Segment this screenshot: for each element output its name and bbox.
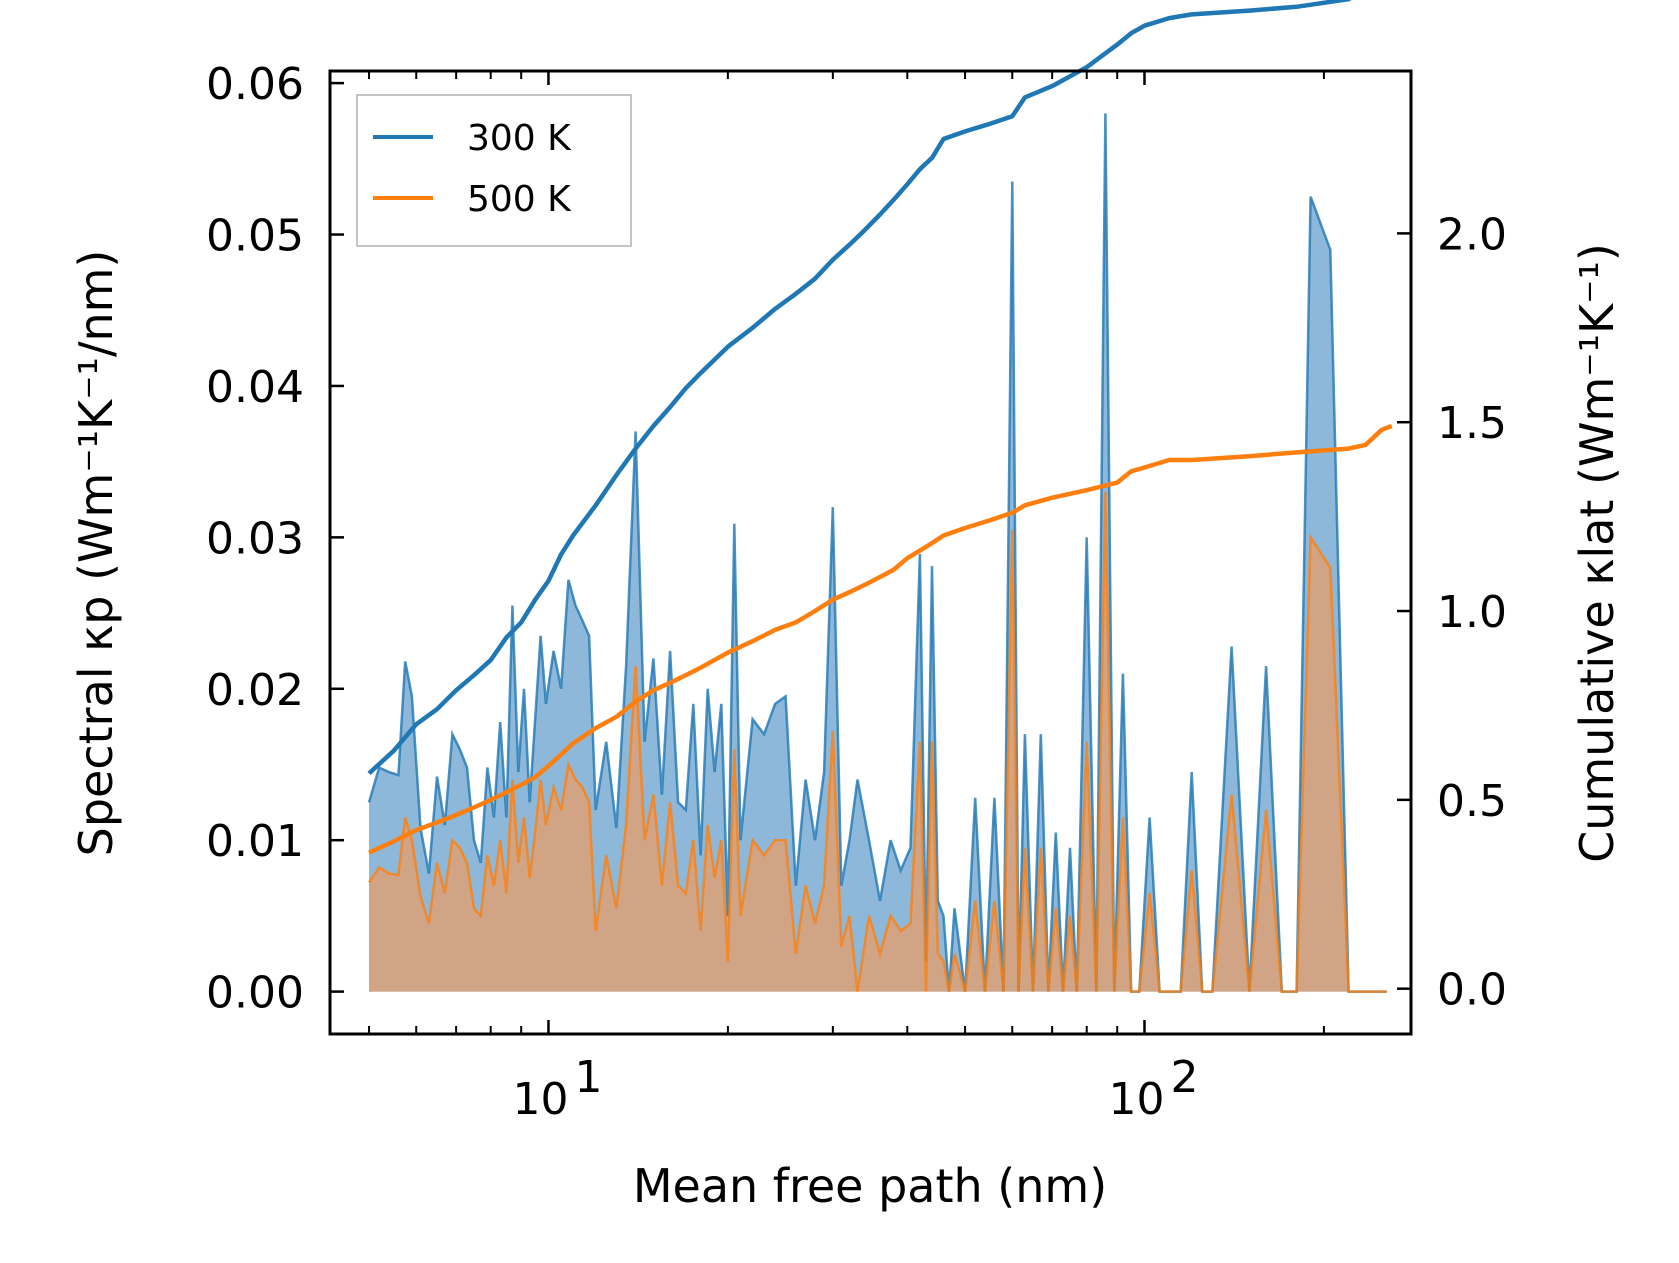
y-tick-label-right: 0.0: [1437, 965, 1507, 1016]
x-tick-label-exponent: 2: [1170, 1052, 1198, 1103]
cumulative-line-300k: [367, 0, 1352, 776]
y-axis-label-right: Cumulative κlat (Wm⁻¹K⁻¹): [1570, 243, 1624, 863]
spectral-fill-layer: [369, 113, 1387, 992]
legend-label-500k: 500 K: [467, 179, 572, 220]
y-tick-label-left: 0.04: [206, 362, 304, 413]
x-axis-label: Mean free path (nm): [633, 1159, 1107, 1213]
plot-frame: [328, 69, 1413, 1036]
y-tick-label-left: 0.05: [206, 211, 304, 262]
y-tick-label-left: 0.01: [206, 816, 304, 867]
y-axis-label-left: Spectral κp (Wm⁻¹K⁻¹/nm): [69, 250, 123, 857]
y-tick-label-right: 1.0: [1437, 587, 1507, 638]
spectral-area-300k: [369, 113, 1387, 992]
spectral-area-500k: [369, 491, 1387, 992]
legend: 300 K 500 K: [356, 94, 632, 247]
cumulative-line-layer: [367, 0, 1393, 855]
x-tick-label: 10: [1108, 1074, 1164, 1125]
legend-label-300k: 300 K: [467, 118, 572, 159]
y-tick-label-left: 0.06: [206, 59, 304, 110]
tick-layer: [330, 71, 1411, 1034]
legend-box: [356, 94, 632, 247]
y-tick-label-left: 0.03: [206, 513, 304, 564]
y-tick-label-right: 1.5: [1437, 398, 1507, 449]
y-tick-label-right: 0.5: [1437, 776, 1507, 827]
y-tick-label-left: 0.02: [206, 665, 304, 716]
y-tick-label-left: 0.00: [206, 968, 304, 1019]
y-tick-label-right: 2.0: [1437, 209, 1507, 260]
x-tick-label: 10: [512, 1074, 568, 1125]
tick-label-layer: 0.00 0.01 0.02 0.03 0.04 0.05 0.06 0.0 0.5 1.0 1.5…: [206, 59, 1507, 1125]
cumulative-line-500k: [368, 423, 1393, 855]
x-tick-label-exponent: 1: [574, 1052, 602, 1103]
spectral-line-layer: [367, 113, 1387, 993]
spectral-line-500k: [367, 491, 1387, 993]
